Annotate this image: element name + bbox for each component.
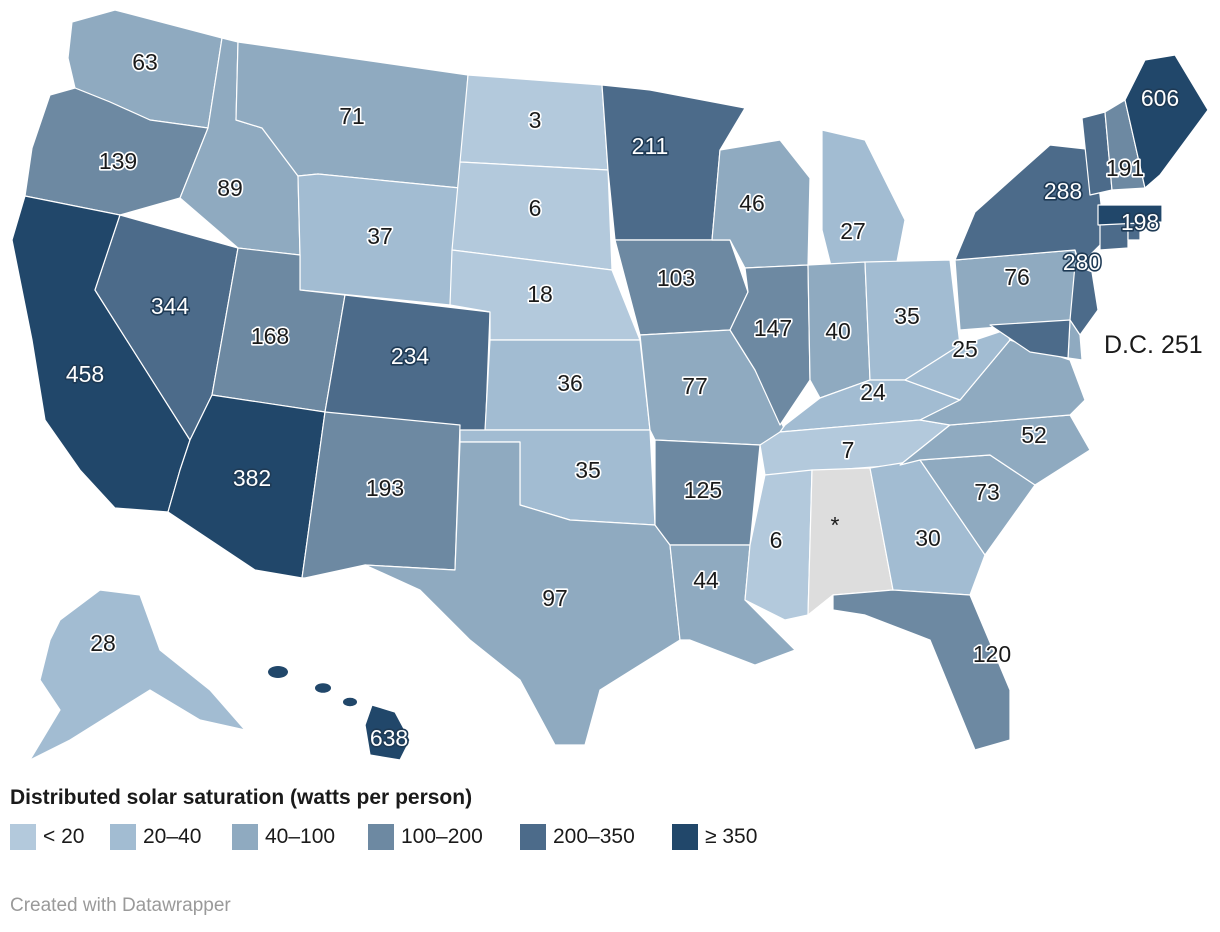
legend-label: 200–350 <box>553 825 635 848</box>
us-choropleth-map: 63 139 458 344 89 71 37 168 382 234 193 3 6 18 36 35 97 2… <box>11 9 1209 761</box>
state-value-ut: 168 <box>251 323 289 349</box>
state-value-tx: 97 <box>542 585 568 611</box>
state-hi <box>364 704 411 761</box>
state-value-ne: 18 <box>527 281 553 307</box>
state-value-in: 40 <box>825 318 851 344</box>
state-value-az: 382 <box>233 465 271 491</box>
state-value-wy: 37 <box>367 223 393 249</box>
state-value-ia: 103 <box>657 265 695 291</box>
state-ma <box>1097 204 1163 226</box>
legend-item-100-200: 100–200 <box>368 822 483 852</box>
hawaii-island-1 <box>268 666 288 678</box>
dc-value-label: D.C. 251 <box>1104 331 1203 359</box>
state-value-ar: 125 <box>684 477 722 503</box>
state-value-nh: 191 <box>1106 155 1144 181</box>
hawaii-island-2 <box>315 683 331 693</box>
state-value-me: 606 <box>1141 85 1179 111</box>
legend-label: 40–100 <box>265 825 336 848</box>
state-value-id: 89 <box>217 175 243 201</box>
state-value-tn: 7 <box>842 437 855 463</box>
hawaii-island-3 <box>343 697 357 707</box>
legend-swatch-200-350 <box>520 824 546 850</box>
state-value-nc: 52 <box>1021 422 1047 448</box>
state-md <box>989 319 1071 359</box>
state-value-ky: 24 <box>860 379 886 405</box>
state-value-nv: 344 <box>151 293 190 319</box>
state-value-ny: 288 <box>1044 178 1082 204</box>
state-value-mo: 77 <box>682 373 708 399</box>
state-value-mt: 71 <box>339 103 365 129</box>
legend-item-200-350: 200–350 <box>520 822 635 852</box>
legend-swatch-lt20 <box>10 824 36 850</box>
state-value-il: 147 <box>754 315 792 341</box>
state-value-nm: 193 <box>366 475 404 501</box>
state-tx <box>364 441 681 746</box>
state-value-ga: 30 <box>915 525 941 551</box>
legend-title: Distributed solar saturation (watts per … <box>10 786 473 809</box>
legend-swatch-20-40 <box>110 824 136 850</box>
state-ny <box>954 144 1106 266</box>
state-value-wi: 46 <box>739 190 765 216</box>
state-nj <box>1069 264 1099 336</box>
legend-label: ≥ 350 <box>705 825 758 848</box>
state-me <box>1124 54 1209 189</box>
map-svg: 6313945834489713716838223419336183635972… <box>11 9 1209 761</box>
state-value-mi: 27 <box>840 218 866 244</box>
state-value-ca: 458 <box>66 361 104 387</box>
state-value-co: 234 <box>391 343 430 369</box>
state-value-al: * <box>831 512 840 538</box>
state-value-wv: 25 <box>952 336 978 362</box>
legend-swatch-ge350 <box>672 824 698 850</box>
state-value-ok: 35 <box>575 457 601 483</box>
state-value-pa: 76 <box>1004 264 1030 290</box>
legend-item-20-40: 20–40 <box>110 822 201 852</box>
state-value-or: 139 <box>99 148 137 174</box>
state-value-ma: 198 <box>1121 209 1159 235</box>
state-value-la: 44 <box>693 567 719 593</box>
legend-label: < 20 <box>43 825 85 848</box>
state-value-fl: 120 <box>973 641 1011 667</box>
legend-item-40-100: 40–100 <box>232 822 335 852</box>
state-value-sc: 73 <box>974 479 1000 505</box>
state-ak <box>29 589 246 761</box>
state-value-nd: 3 <box>529 107 542 133</box>
legend-swatch-100-200 <box>368 824 394 850</box>
legend-label: 100–200 <box>401 825 483 848</box>
state-mi <box>821 129 906 273</box>
legend-swatch-40-100 <box>232 824 258 850</box>
legend-item-ge350: ≥ 350 <box>672 822 757 852</box>
state-value-ak: 28 <box>90 630 116 656</box>
state-value-ks: 36 <box>557 370 583 396</box>
credit-text: Created with Datawrapper <box>10 895 231 916</box>
legend-label: 20–40 <box>143 825 202 848</box>
state-value-nj: 280 <box>1063 249 1101 275</box>
state-value-hi: 638 <box>370 725 408 751</box>
state-or <box>24 87 209 216</box>
state-value-sd: 6 <box>529 195 542 221</box>
state-value-ms: 6 <box>770 527 783 553</box>
state-value-mn: 211 <box>632 133 669 159</box>
state-value-wa: 63 <box>132 49 158 75</box>
state-fl <box>832 589 1011 751</box>
state-value-oh: 35 <box>894 303 920 329</box>
legend-item-lt20: < 20 <box>10 822 84 852</box>
